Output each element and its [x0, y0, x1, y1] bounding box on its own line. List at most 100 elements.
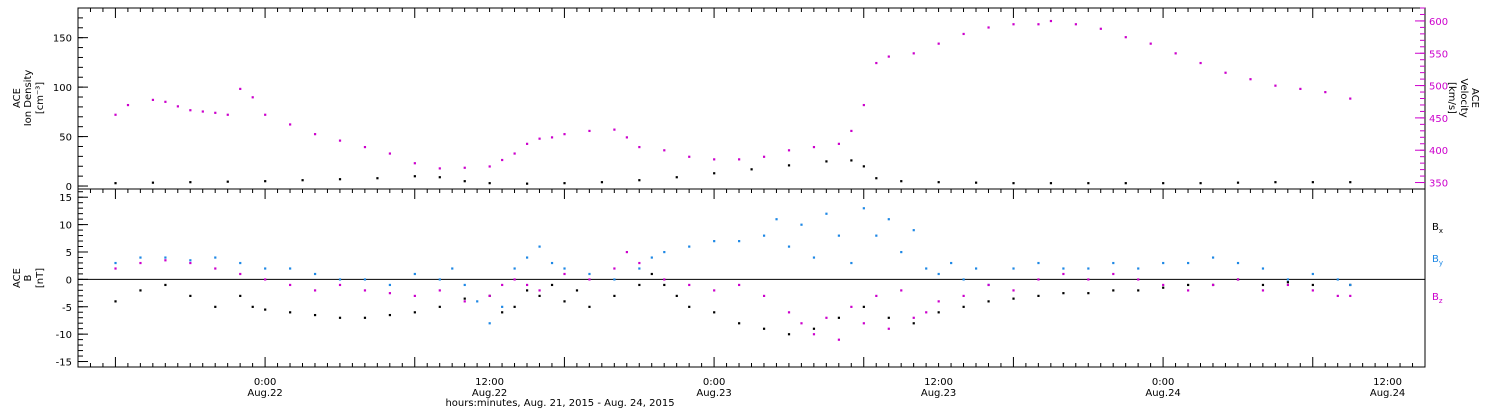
bottom-series-0-point: [812, 327, 816, 330]
bottom-left-tick-label: 15: [59, 193, 72, 204]
bottom-series-1-point: [338, 278, 342, 281]
bottom-series-1-point: [189, 259, 192, 262]
bottom-series-1-point: [363, 278, 367, 281]
top-series-1-point: [875, 61, 878, 65]
legend-bz-sub: z: [1439, 297, 1443, 305]
bottom-series-2-point: [787, 311, 791, 314]
bottom-series-2-point: [1286, 283, 1290, 287]
top-series-1-point: [812, 145, 816, 149]
bottom-series-2-point: [1137, 278, 1140, 281]
bottom-left-tick-label: -10: [56, 330, 72, 341]
bottom-series-0-point: [613, 294, 616, 297]
x-tick-date-label: Aug.24: [1370, 388, 1405, 399]
top-right-ylabel-line2: Velocity: [1458, 78, 1469, 117]
top-series-1-point: [388, 152, 392, 155]
bottom-series-2-point: [800, 322, 803, 325]
x-tick-date-label: Aug.22: [472, 388, 507, 399]
top-series-1-point: [239, 87, 242, 91]
bottom-left-ylabel-line2: B: [23, 274, 34, 281]
bottom-series-2-point: [1012, 289, 1015, 292]
x-tick-date-label: Aug.23: [696, 388, 731, 399]
bottom-series-1-point: [738, 240, 741, 243]
x-tick-time-label: 12:00: [1373, 377, 1402, 388]
bottom-series-1-point: [875, 234, 878, 237]
bottom-series-1-point: [264, 267, 267, 270]
top-right-ylabel-line3: [km/s]: [1446, 82, 1457, 114]
top-series-1-point: [1249, 78, 1252, 81]
top-series-0-point: [563, 182, 566, 185]
top-series-1-point: [787, 149, 791, 152]
top-series-0-point: [189, 181, 192, 184]
top-right-tick-label: 500: [1429, 82, 1448, 93]
bottom-series-0-point: [550, 283, 554, 287]
x-tick-time-label: 12:00: [924, 377, 953, 388]
bottom-series-1-point: [800, 223, 803, 226]
top-series-1-point: [613, 128, 616, 131]
bottom-series-1-point: [1062, 267, 1065, 270]
bottom-left-ylabel-line1: ACE: [12, 268, 23, 288]
bottom-series-0-point: [563, 300, 566, 303]
top-series-1-point: [1199, 61, 1202, 65]
bottom-series-2-point: [1211, 283, 1215, 287]
bottom-series-1-point: [975, 267, 978, 270]
bottom-series-2-point: [1236, 278, 1240, 281]
top-series-1-point: [214, 111, 217, 114]
top-series-1-point: [114, 113, 117, 116]
bottom-series-1-point: [713, 240, 716, 243]
top-series-1-point: [488, 165, 491, 168]
top-series-0-point: [1199, 182, 1202, 185]
top-panel-series: [114, 19, 1352, 185]
bottom-series-2-point: [139, 261, 142, 265]
top-series-1-point: [625, 136, 628, 139]
bottom-series-2-point: [239, 272, 242, 276]
bottom-series-2-point: [526, 283, 529, 287]
top-series-0-point: [438, 176, 441, 179]
bottom-series-2-point: [463, 300, 466, 303]
legend-by-base: B: [1432, 254, 1439, 265]
bottom-series-1-point: [650, 256, 653, 259]
bottom-series-0-point: [588, 305, 591, 308]
bottom-series-2-point: [875, 294, 878, 297]
bottom-series-0-point: [1062, 292, 1065, 295]
top-series-0-point: [301, 179, 304, 182]
top-series-1-point: [550, 136, 554, 139]
bottom-series-1-point: [1087, 267, 1090, 270]
bottom-series-1-point: [476, 300, 479, 303]
bottom-series-1-point: [950, 261, 953, 265]
top-series-1-point: [1012, 23, 1015, 26]
top-series-1-point: [887, 55, 890, 58]
bottom-series-1-point: [451, 267, 454, 270]
bottom-series-0-point: [1286, 281, 1290, 284]
top-series-0-point: [900, 180, 903, 183]
bottom-series-2-point: [164, 259, 167, 262]
bottom-left-tick-label: 10: [59, 221, 72, 232]
top-series-1-point: [463, 166, 466, 169]
top-series-1-point: [501, 158, 504, 162]
top-series-0-point: [1311, 181, 1314, 184]
bottom-series-0-point: [1261, 283, 1265, 287]
top-series-1-point: [837, 142, 841, 145]
top-series-1-point: [962, 32, 965, 36]
bottom-series-2-point: [563, 272, 566, 276]
bottom-series-1-point: [887, 218, 890, 221]
bottom-series-2-point: [937, 300, 940, 303]
bottom-series-1-point: [1012, 267, 1015, 270]
top-series-1-point: [1099, 27, 1102, 30]
bottom-series-1-point: [1236, 261, 1240, 265]
bottom-series-1-point: [313, 272, 317, 276]
top-series-0-point: [862, 165, 865, 168]
top-series-0-point: [526, 182, 529, 185]
bottom-series-0-point: [1137, 289, 1140, 292]
x-axis-label: hours:minutes, Aug. 21, 2015 - Aug. 24, …: [445, 398, 674, 409]
top-series-1-point: [538, 137, 541, 140]
bottom-series-2-point: [638, 261, 641, 265]
bottom-left-tick-label: -5: [62, 303, 72, 314]
bottom-series-2-point: [388, 292, 392, 295]
top-series-0-point: [825, 160, 828, 163]
top-right-tick-label: 600: [1429, 17, 1448, 28]
bottom-series-0-point: [1012, 297, 1015, 300]
bottom-left-ylabel-line3: [nT]: [35, 268, 46, 288]
bottom-panel-frame: [77, 188, 1426, 368]
top-left-ylabel-line1: ACE: [12, 88, 23, 108]
top-series-0-point: [151, 181, 155, 184]
